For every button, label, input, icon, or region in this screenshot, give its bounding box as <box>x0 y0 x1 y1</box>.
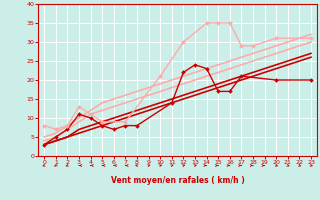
X-axis label: Vent moyen/en rafales ( km/h ): Vent moyen/en rafales ( km/h ) <box>111 176 244 185</box>
